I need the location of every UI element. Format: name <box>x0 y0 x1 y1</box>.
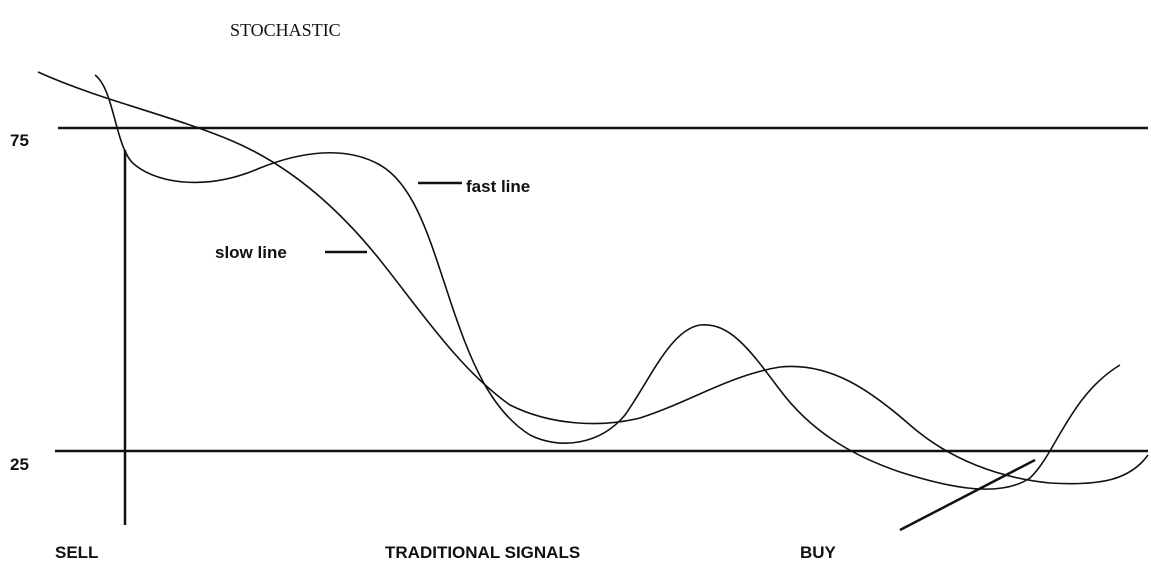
buy-label: BUY <box>800 543 837 562</box>
level-label: 75 <box>10 131 29 150</box>
fast-line <box>94 74 1121 490</box>
sell-label: SELL <box>55 543 98 562</box>
buy-marker <box>899 458 1036 532</box>
title: STOCHASTIC <box>230 20 341 40</box>
caption: TRADITIONAL SIGNALS <box>385 543 580 562</box>
slow-line-label: slow line <box>215 243 287 262</box>
level-label: 25 <box>10 455 29 474</box>
fast-line-label: fast line <box>466 177 530 196</box>
slow-line <box>37 71 1149 485</box>
